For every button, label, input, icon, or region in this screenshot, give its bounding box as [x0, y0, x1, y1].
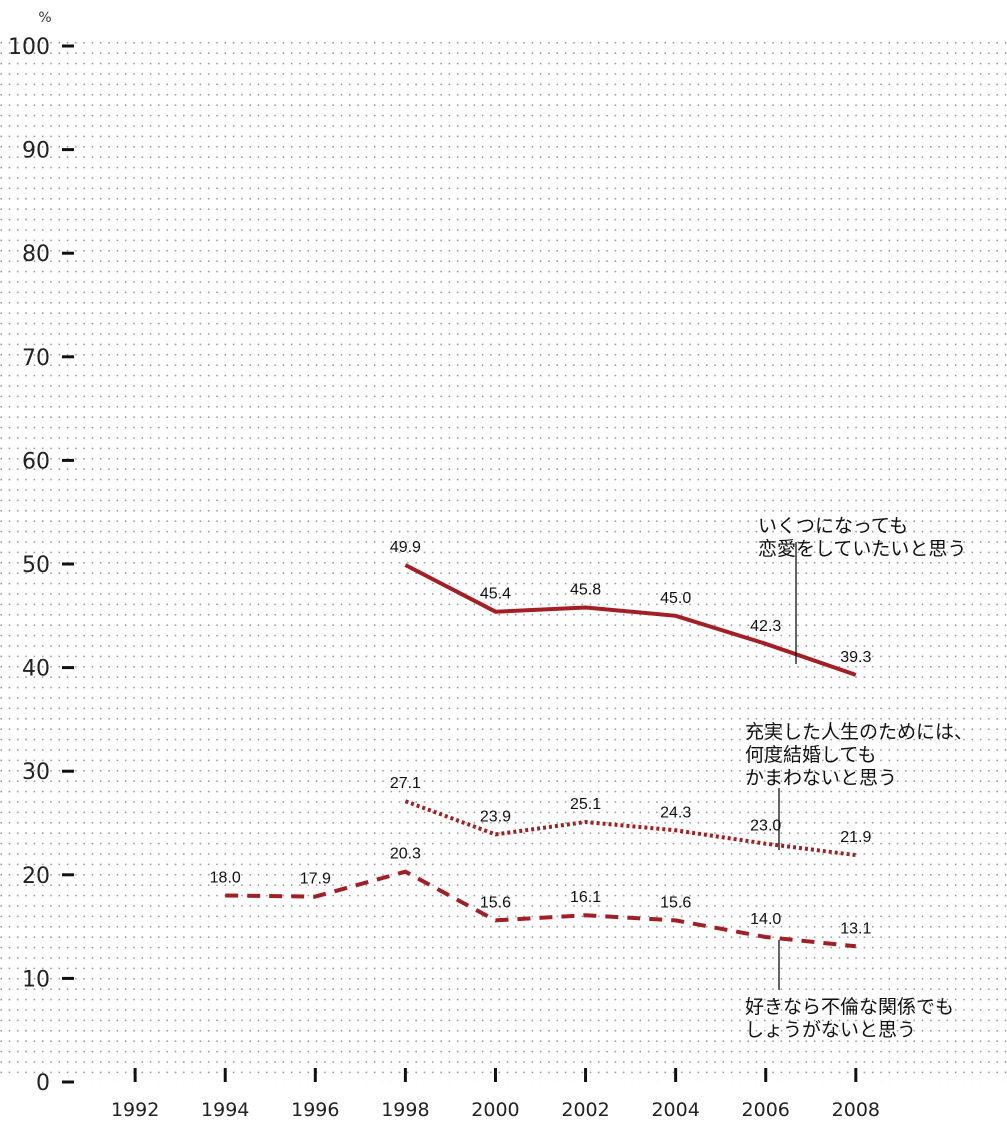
- data-label: 17.9: [300, 871, 331, 888]
- series-line-1: [404, 563, 857, 677]
- series-label-line: しょうがないと思う: [745, 1019, 916, 1041]
- y-tick-label: 50: [22, 553, 50, 578]
- data-label: 24.3: [660, 804, 691, 821]
- data-label: 39.3: [840, 649, 871, 666]
- series-line-3: [225, 869, 857, 949]
- y-tick-label: 80: [22, 242, 50, 267]
- x-tick-label: 2008: [832, 1099, 880, 1121]
- series-label-line: かまわないと思う: [745, 767, 897, 789]
- x-tick-label: 1998: [381, 1099, 429, 1121]
- y-tick-label: 10: [22, 967, 50, 992]
- x-tick-label: 2002: [561, 1099, 609, 1121]
- x-axis: 1992 1994 1996 1998 2000 2002 2004 2006 2008: [111, 1068, 880, 1121]
- y-tick-label: 40: [22, 657, 50, 682]
- y-tick-label: 60: [22, 449, 50, 474]
- data-labels: 49.9 45.4 45.8 45.0 42.3 39.3 27.1 23.9 25.1 24.3…: [210, 539, 872, 937]
- y-tick-label: 0: [36, 1071, 50, 1096]
- data-label: 15.6: [480, 894, 511, 911]
- y-tick-label: 30: [22, 760, 50, 785]
- data-label: 23.9: [480, 808, 511, 825]
- series-label-line: 恋愛をしていたいと思う: [758, 538, 966, 560]
- y-tick-label: 90: [22, 139, 50, 164]
- data-label: 45.8: [570, 582, 601, 599]
- series-label-line: 何度結婚しても: [745, 744, 876, 766]
- data-label: 42.3: [750, 618, 781, 635]
- data-label: 49.9: [390, 539, 421, 556]
- unit-label: %: [38, 10, 51, 26]
- y-axis: 0 10 20 30 40 50 60 70 80 90 100: [8, 35, 74, 1096]
- x-tick-label: 2006: [742, 1099, 790, 1121]
- x-tick-label: 1996: [291, 1099, 339, 1121]
- series-label-line: 好きなら不倫な関係でも: [745, 996, 954, 1018]
- data-label: 45.4: [480, 586, 511, 603]
- x-tick-label: 1992: [111, 1099, 159, 1121]
- x-tick-label: 1994: [201, 1099, 249, 1121]
- data-label: 23.0: [750, 818, 781, 835]
- series-label-line: いくつになっても: [758, 515, 908, 537]
- data-label: 20.3: [390, 846, 421, 863]
- data-label: 14.0: [750, 911, 781, 928]
- series-lines: [225, 563, 857, 949]
- data-label: 13.1: [840, 920, 871, 937]
- y-tick-label: 100: [8, 35, 50, 60]
- data-label: 18.0: [210, 870, 241, 887]
- data-label: 27.1: [390, 775, 421, 792]
- data-label: 16.1: [570, 889, 601, 906]
- data-label: 15.6: [660, 894, 691, 911]
- y-tick-label: 70: [22, 346, 50, 371]
- series-label-line: 充実した人生のためには、: [745, 721, 973, 743]
- series-line-2: [404, 799, 857, 858]
- y-tick-label: 20: [22, 864, 50, 889]
- x-tick-label: 2004: [651, 1099, 699, 1121]
- x-tick-label: 2000: [471, 1099, 519, 1121]
- data-label: 25.1: [570, 796, 601, 813]
- data-label: 45.0: [660, 590, 691, 607]
- series-annotations: いくつになっても恋愛をしていたいと思う充実した人生のためには、何度結婚してもかま…: [745, 515, 973, 1041]
- plot-area-dot-grid: [0, 40, 1007, 1082]
- data-label: 21.9: [840, 829, 871, 846]
